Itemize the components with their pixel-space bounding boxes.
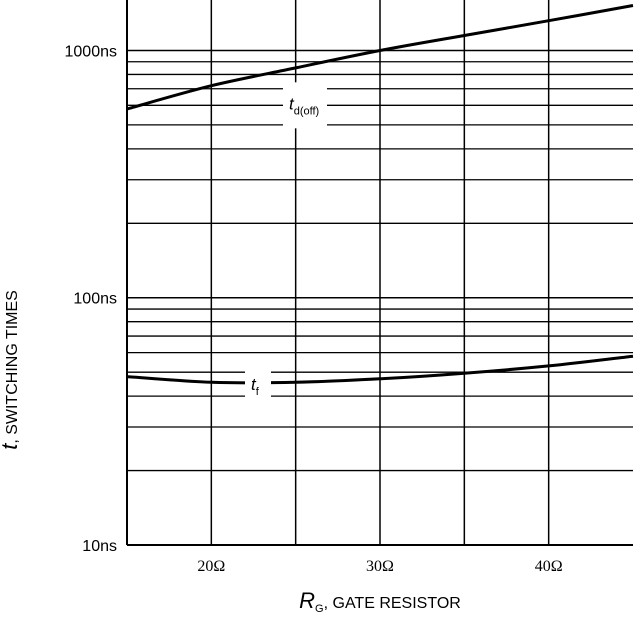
y-axis-title: t, SWITCHING TIMES [0, 290, 22, 450]
x-axis-title-symbol: R [299, 588, 315, 613]
series-label-sub: d(off) [294, 105, 319, 117]
series-label-symbol: t [251, 375, 257, 394]
x-axis-title-sub: G [315, 603, 324, 615]
y-axis-title-symbol: t [0, 443, 22, 450]
x-tick-labels: 20Ω 30Ω 40Ω [197, 558, 562, 575]
series-labels: td(off)tf [245, 82, 327, 406]
series-label-sub: f [256, 386, 260, 398]
series-label-symbol: t [289, 94, 295, 113]
y-tick-label: 1000ns [65, 43, 118, 60]
series-label-tf: tf [251, 375, 260, 398]
x-axis-title: RG, GATE RESISTOR [299, 588, 461, 615]
series-layer [126, 4, 634, 385]
series-label-td-off: td(off) [289, 94, 319, 117]
y-axis-title-text: , SWITCHING TIMES [4, 290, 21, 443]
x-tick-label: 40Ω [535, 558, 563, 575]
series-line-tf [126, 354, 634, 385]
series-label-box [283, 82, 327, 129]
y-tick-labels: 10ns 100ns 1000ns [65, 43, 118, 555]
series-line-td-off [126, 4, 634, 111]
y-tick-label: 10ns [82, 538, 117, 555]
x-tick-label: 20Ω [197, 558, 225, 575]
x-tick-label: 30Ω [366, 558, 394, 575]
y-tick-label: 100ns [73, 291, 117, 308]
series-label-box [245, 365, 271, 406]
x-axis-title-text: , GATE RESISTOR [324, 595, 461, 612]
